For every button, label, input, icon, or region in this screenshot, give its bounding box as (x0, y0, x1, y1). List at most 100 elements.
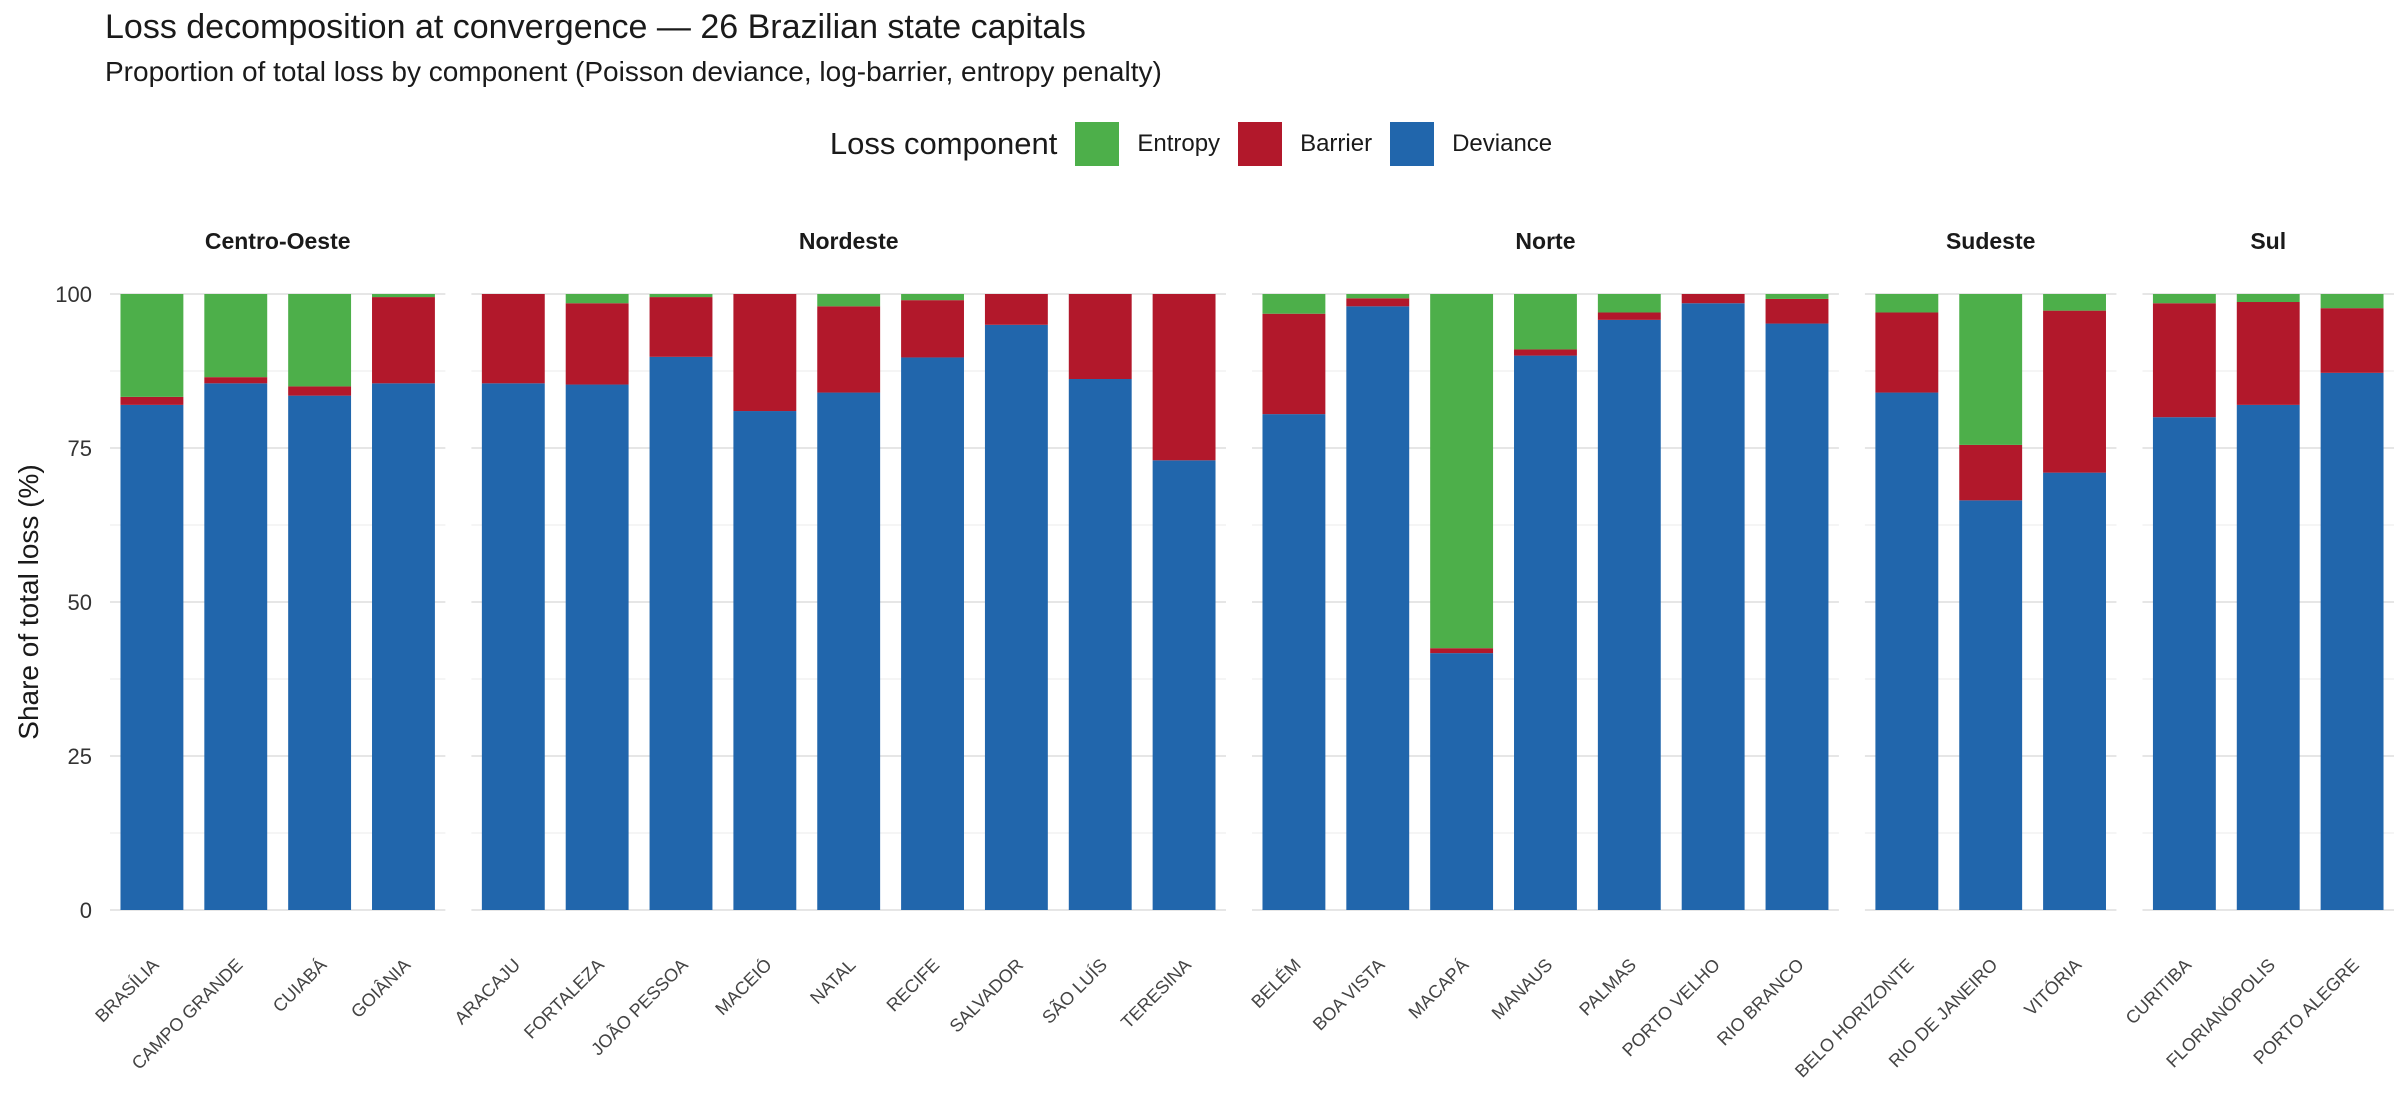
x-tick-label: RECIFE (883, 955, 944, 1016)
bar-segment-deviance (1068, 379, 1132, 910)
legend-title: Loss component (829, 126, 1058, 161)
bar-segment-deviance (1514, 355, 1577, 911)
bar-segment-barrier (1262, 313, 1326, 415)
bar-segment-deviance (372, 383, 435, 910)
y-tick-label: 50 (68, 590, 92, 615)
bar-segment-entropy (1959, 294, 2023, 445)
bar-segment-barrier (1514, 349, 1577, 356)
bar-segment-entropy (2043, 294, 2106, 311)
legend-label-deviance: Deviance (1452, 130, 1553, 157)
bar-segment-barrier (1430, 648, 1494, 654)
bar-segment-entropy (901, 294, 964, 301)
chart-subtitle: Proportion of total loss by component (P… (105, 56, 1162, 87)
bar-segment-barrier (204, 377, 268, 384)
bar-segment-deviance (1262, 414, 1326, 910)
bar-segment-barrier (481, 294, 545, 384)
y-tick-label: 25 (68, 744, 92, 769)
bar-segment-deviance (1430, 653, 1494, 910)
facet-strip-label: Sudeste (1946, 228, 2035, 254)
bar-segment-entropy (120, 294, 184, 397)
legend-swatch-deviance (1390, 122, 1435, 166)
bar-segment-barrier (901, 300, 964, 358)
bar-segment-deviance (1765, 323, 1829, 910)
x-tick-label: VITÓRIA (2020, 954, 2086, 1020)
bar-segment-entropy (204, 294, 268, 378)
bar-segment-barrier (649, 297, 713, 357)
bar-segment-entropy (1346, 294, 1410, 299)
bar-segment-deviance (1597, 319, 1661, 910)
legend: Loss component Entropy Barrier Deviance (0, 122, 2400, 166)
bar-segment-barrier (288, 386, 352, 396)
y-axis-label: Share of total loss (%) (13, 464, 44, 739)
x-tick-label: GOIÂNIA (347, 955, 414, 1022)
x-tick-label: CURITIBA (2122, 955, 2196, 1029)
bar-segment-barrier (2320, 308, 2384, 373)
bar-segment-deviance (481, 383, 545, 910)
bar-segment-deviance (1681, 303, 1745, 910)
bar-segment-barrier (1875, 312, 1939, 393)
bar-segment-barrier (2043, 310, 2106, 473)
x-tick-label: TERESINA (1117, 955, 1195, 1033)
x-tick-label: NATAL (806, 955, 859, 1008)
bar-segment-barrier (2236, 302, 2300, 405)
facet-strip-label: Nordeste (799, 228, 899, 254)
x-tick-label: ARACAJU (451, 955, 525, 1029)
x-tick-label: FORTALEZA (520, 955, 608, 1043)
bar-segment-entropy (565, 294, 629, 304)
bar-segment-barrier (1959, 444, 2023, 501)
x-tick-label: MACAPÁ (1405, 955, 1473, 1023)
x-tick-label: BELÉM (1247, 955, 1304, 1012)
y-tick-label: 0 (80, 898, 92, 923)
bar-segment-deviance (1346, 306, 1410, 910)
x-tick-label: PALMAS (1575, 955, 1640, 1020)
bar-segment-barrier (817, 306, 881, 393)
x-tick-label: RIO BRANCO (1713, 955, 1808, 1050)
bar-segment-entropy (1765, 294, 1829, 299)
bar-segment-entropy (817, 294, 881, 307)
x-tick-label: BOA VISTA (1309, 955, 1389, 1035)
bar-segment-deviance (1959, 500, 2023, 910)
x-tick-label: BRASÍLIA (91, 955, 162, 1026)
bar-segment-entropy (288, 294, 352, 387)
bar-segment-deviance (1152, 460, 1216, 910)
y-tick-label: 100 (55, 282, 92, 307)
facet-strip-label: Sul (2250, 228, 2286, 254)
bar-segment-deviance (817, 392, 881, 910)
bar-segment-deviance (2236, 404, 2300, 910)
bar-segment-barrier (1068, 294, 1132, 380)
bar-segment-entropy (1597, 294, 1661, 313)
bar-segment-deviance (2152, 417, 2216, 910)
bar-segment-barrier (1765, 298, 1829, 324)
bar-segment-entropy (1514, 294, 1577, 350)
legend-swatch-entropy (1075, 122, 1120, 166)
x-tick-label: MANAUS (1488, 955, 1557, 1024)
bar-segment-barrier (1346, 298, 1410, 307)
x-tick-label: MACEIÓ (711, 954, 776, 1019)
x-tick-label: SALVADOR (946, 955, 1028, 1037)
bar-segment-barrier (372, 297, 435, 384)
bar-segment-deviance (204, 383, 268, 910)
bar-segment-barrier (733, 294, 797, 412)
bar-segment-entropy (1875, 294, 1939, 313)
legend-label-entropy: Entropy (1137, 130, 1221, 157)
bar-segment-deviance (565, 384, 629, 910)
bar-segment-entropy (1262, 294, 1326, 314)
bar-segment-entropy (2236, 294, 2300, 303)
bar-segment-entropy (372, 294, 435, 298)
facet-strip-label: Norte (1515, 228, 1575, 254)
y-tick-label: 75 (68, 436, 92, 461)
bar-segment-deviance (288, 395, 352, 910)
bar-segment-deviance (901, 357, 964, 910)
legend-item-entropy: Entropy (1075, 122, 1220, 166)
bar-segment-entropy (2152, 294, 2216, 304)
legend-item-barrier: Barrier (1238, 122, 1372, 166)
bar-segment-barrier (984, 294, 1048, 325)
bar-segment-entropy (649, 294, 713, 298)
bar-segment-deviance (984, 324, 1048, 910)
bar-segment-barrier (2152, 303, 2216, 418)
